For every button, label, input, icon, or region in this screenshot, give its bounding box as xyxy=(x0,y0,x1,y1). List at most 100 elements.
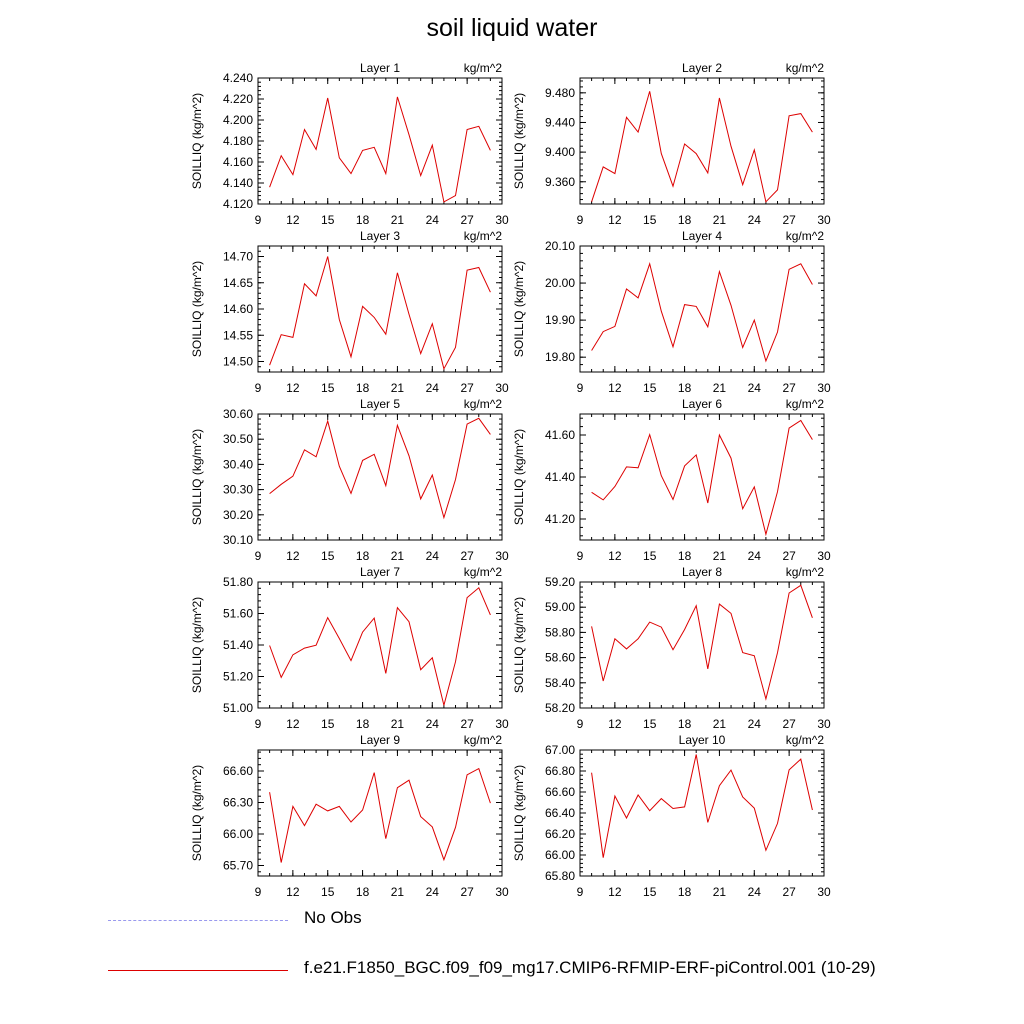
x-tick-label: 12 xyxy=(608,717,622,731)
y-tick-label: 59.20 xyxy=(545,575,575,589)
x-tick-label: 24 xyxy=(426,717,440,731)
x-tick-label: 9 xyxy=(255,213,262,227)
x-tick-label: 30 xyxy=(817,885,831,899)
panel-title: Layer 10 xyxy=(679,733,726,747)
x-tick-label: 12 xyxy=(608,549,622,563)
panel-title: Layer 1 xyxy=(360,61,400,75)
x-tick-label: 9 xyxy=(577,717,584,731)
x-tick-label: 18 xyxy=(678,885,692,899)
x-tick-label: 21 xyxy=(391,213,405,227)
x-tick-label: 27 xyxy=(460,885,474,899)
y-axis-label: SOILLIQ (kg/m^2) xyxy=(190,261,204,357)
y-tick-label: 66.30 xyxy=(223,796,253,810)
y-tick-label: 20.10 xyxy=(545,239,575,253)
y-tick-label: 14.65 xyxy=(223,276,253,290)
panel-unit-label: kg/m^2 xyxy=(464,565,503,579)
y-tick-label: 66.40 xyxy=(545,806,575,820)
y-tick-label: 30.40 xyxy=(223,457,253,471)
series-line xyxy=(269,256,491,371)
x-tick-label: 12 xyxy=(608,213,622,227)
panel-unit-label: kg/m^2 xyxy=(464,229,503,243)
x-tick-label: 30 xyxy=(817,549,831,563)
x-tick-label: 24 xyxy=(748,213,762,227)
panel-layer-1: 9 12 15 18 21 24 27 30 4.120 4.140 4.160 4.180 4.200… xyxy=(190,61,509,227)
x-tick-label: 21 xyxy=(391,549,405,563)
panel-unit-label: kg/m^2 xyxy=(464,397,503,411)
x-tick-label: 30 xyxy=(495,381,509,395)
plot-frame xyxy=(579,749,825,877)
y-tick-label: 41.40 xyxy=(545,470,575,484)
x-tick-label: 30 xyxy=(495,717,509,731)
x-tick-label: 30 xyxy=(495,549,509,563)
y-tick-label: 66.60 xyxy=(223,764,253,778)
x-tick-label: 24 xyxy=(426,381,440,395)
series-line xyxy=(269,767,491,863)
x-tick-label: 21 xyxy=(713,381,727,395)
y-tick-label: 30.60 xyxy=(223,407,253,421)
x-tick-label: 27 xyxy=(460,213,474,227)
y-tick-label: 59.00 xyxy=(545,600,575,614)
y-tick-label: 51.60 xyxy=(223,607,253,621)
x-tick-label: 24 xyxy=(426,885,440,899)
series-line xyxy=(591,262,813,363)
y-tick-label: 4.200 xyxy=(223,113,253,127)
x-tick-label: 18 xyxy=(356,213,370,227)
legend-model-label: f.e21.F1850_BGC.f09_f09_mg17.CMIP6-RFMIP… xyxy=(304,958,876,977)
x-tick-label: 18 xyxy=(678,717,692,731)
panel-unit-label: kg/m^2 xyxy=(786,733,825,747)
x-tick-label: 27 xyxy=(782,717,796,731)
x-tick-label: 21 xyxy=(713,717,727,731)
x-tick-label: 9 xyxy=(577,381,584,395)
x-tick-label: 12 xyxy=(286,549,300,563)
x-tick-label: 15 xyxy=(643,381,657,395)
panel-title: Layer 6 xyxy=(682,397,722,411)
x-tick-label: 30 xyxy=(817,381,831,395)
y-tick-label: 30.30 xyxy=(223,483,253,497)
x-tick-label: 18 xyxy=(356,885,370,899)
x-tick-label: 18 xyxy=(356,381,370,395)
series-line xyxy=(591,584,813,701)
x-tick-label: 27 xyxy=(460,549,474,563)
y-tick-label: 58.40 xyxy=(545,676,575,690)
y-axis-label: SOILLIQ (kg/m^2) xyxy=(190,597,204,693)
x-tick-label: 18 xyxy=(678,213,692,227)
x-tick-label: 21 xyxy=(713,885,727,899)
y-tick-label: 4.120 xyxy=(223,197,253,211)
x-tick-label: 9 xyxy=(577,549,584,563)
y-tick-label: 14.55 xyxy=(223,328,253,342)
series-line xyxy=(269,586,491,706)
x-tick-label: 21 xyxy=(391,717,405,731)
panel-unit-label: kg/m^2 xyxy=(464,61,503,75)
y-tick-label: 66.00 xyxy=(545,848,575,862)
x-tick-label: 12 xyxy=(286,381,300,395)
y-tick-label: 4.140 xyxy=(223,176,253,190)
x-tick-label: 15 xyxy=(321,885,335,899)
x-tick-label: 24 xyxy=(426,549,440,563)
panel-layer-9: 9 12 15 18 21 24 27 30 65.70 66.00 66.30 66.60 Layer… xyxy=(190,733,509,899)
x-tick-label: 30 xyxy=(817,213,831,227)
y-tick-label: 14.50 xyxy=(223,355,253,369)
panel-title: Layer 5 xyxy=(360,397,400,411)
x-tick-label: 21 xyxy=(391,381,405,395)
series-line xyxy=(591,91,813,203)
x-tick-label: 27 xyxy=(782,213,796,227)
x-tick-label: 9 xyxy=(255,549,262,563)
panel-title: Layer 8 xyxy=(682,565,722,579)
y-tick-label: 67.00 xyxy=(545,743,575,757)
x-tick-label: 21 xyxy=(713,549,727,563)
x-tick-label: 9 xyxy=(255,717,262,731)
legend-model-line-swatch xyxy=(108,970,288,971)
y-axis-label: SOILLIQ (kg/m^2) xyxy=(190,765,204,861)
legend-obs-label: No Obs xyxy=(304,908,362,927)
y-tick-label: 65.70 xyxy=(223,859,253,873)
x-tick-label: 21 xyxy=(391,885,405,899)
panel-layer-10: 9 12 15 18 21 24 27 30 65.80 66.00 66.20 66.40 66.60… xyxy=(512,733,831,899)
y-axis-label: SOILLIQ (kg/m^2) xyxy=(190,429,204,525)
y-tick-label: 9.400 xyxy=(545,145,575,159)
panel-layer-5: 9 12 15 18 21 24 27 30 30.10 30.20 30.30 30.40 30.50… xyxy=(190,397,509,563)
panel-title: Layer 2 xyxy=(682,61,722,75)
y-tick-label: 9.480 xyxy=(545,86,575,100)
y-tick-label: 19.90 xyxy=(545,313,575,327)
y-axis-label: SOILLIQ (kg/m^2) xyxy=(512,765,526,861)
